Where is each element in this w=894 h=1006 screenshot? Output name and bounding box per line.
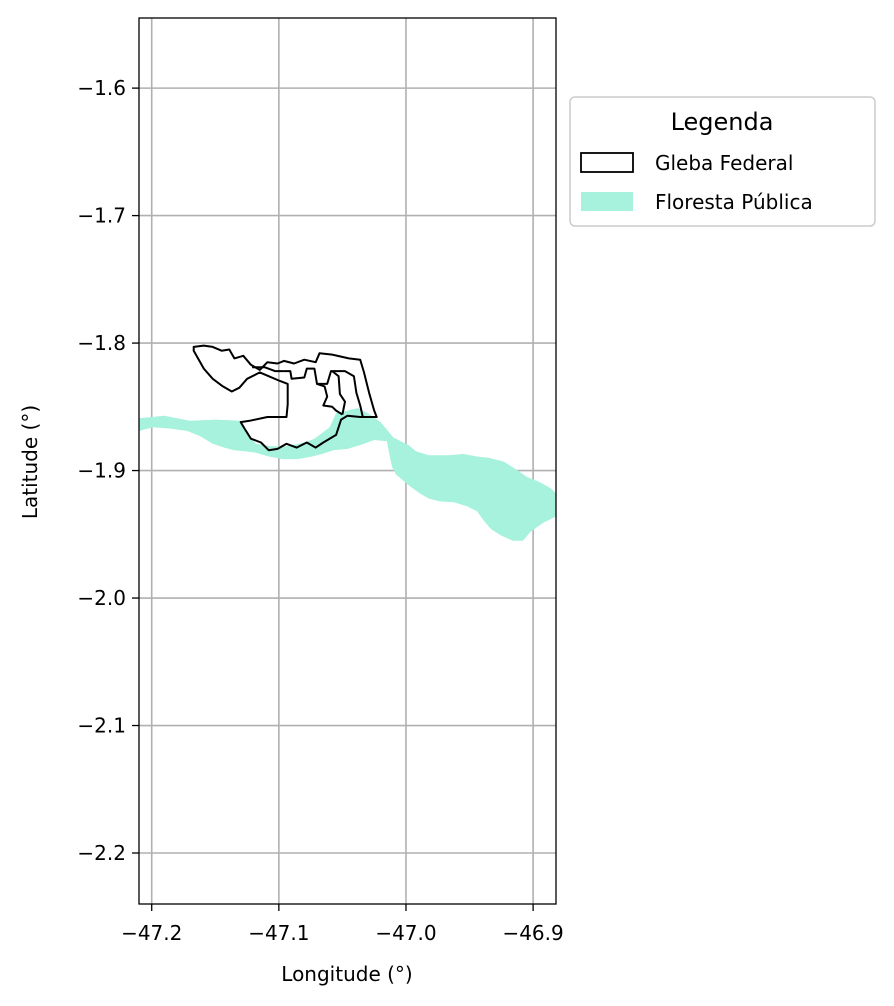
y-tick-label: −1.8: [77, 331, 126, 355]
legend-box: [569, 96, 876, 227]
y-axis-label: Latitude (°): [18, 405, 42, 519]
y-tick-label: −1.7: [77, 204, 126, 228]
plot-frame: [138, 17, 557, 905]
legend: Legenda Gleba Federal Floresta Pública: [569, 96, 876, 227]
gleba-federal-inner-boundary: [283, 367, 364, 418]
legend-swatch-floresta-publica: [581, 192, 633, 211]
legend-label-gleba-federal: Gleba Federal: [655, 151, 793, 175]
x-tick-label: −47.2: [121, 921, 182, 945]
y-tick-label: −2.1: [77, 714, 126, 738]
x-tick-label: −47.0: [375, 921, 436, 945]
x-axis-label: Longitude (°): [281, 962, 412, 986]
floresta-publica-layer: [139, 408, 556, 541]
floresta-publica-patch: [139, 408, 556, 541]
y-axis: −1.6 −1.7 −1.8 −1.9 −2.0 −2.1 −2.2: [77, 76, 139, 865]
gleba-federal-layer: [192, 344, 378, 452]
legend-label-floresta-publica: Floresta Pública: [655, 190, 813, 214]
y-tick-label: −1.9: [77, 459, 126, 483]
gleba-federal-boundary: [192, 344, 378, 452]
x-tick-label: −46.9: [502, 921, 563, 945]
y-tick-label: −1.6: [77, 76, 126, 100]
x-axis: −47.2 −47.1 −47.0 −46.9: [121, 904, 564, 945]
gleba-federal-inner-boundary: [331, 370, 346, 415]
y-tick-label: −2.0: [77, 586, 126, 610]
y-tick-label: −2.2: [77, 841, 126, 865]
legend-title: Legenda: [671, 108, 774, 136]
gleba-federal-inner-boundary: [316, 382, 343, 416]
legend-swatch-gleba-federal: [580, 152, 634, 173]
gleba-federal-inner-boundary: [252, 366, 284, 373]
x-tick-label: −47.1: [248, 921, 309, 945]
